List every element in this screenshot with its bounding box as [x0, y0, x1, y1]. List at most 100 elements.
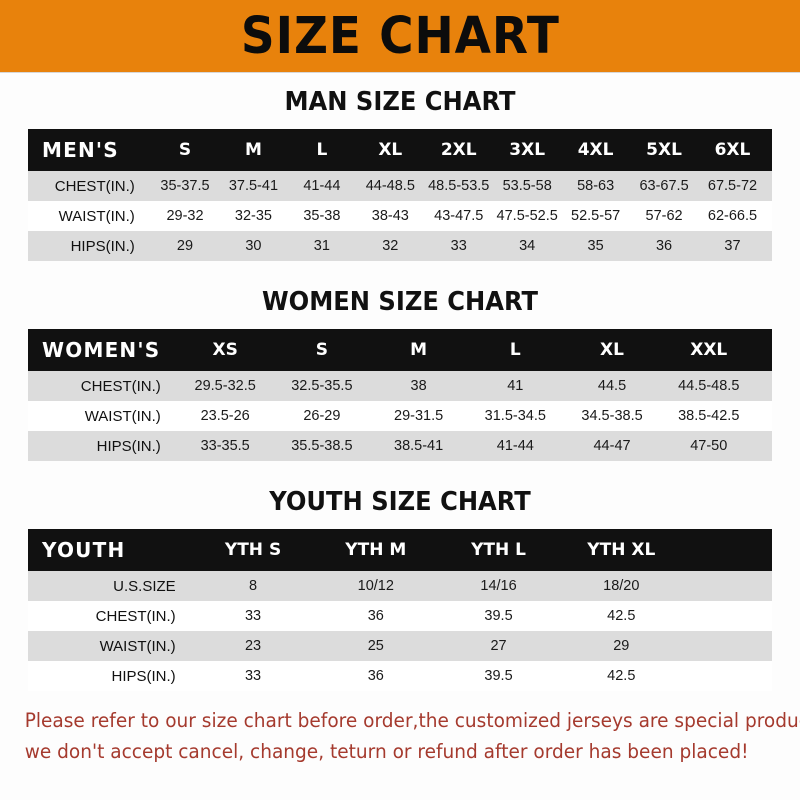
youth-section-title: YOUTH SIZE CHART	[269, 487, 531, 517]
youth-size-table: YOUTH YTH S YTH M YTH L YTH XL U.S.SIZE 8 10/12…	[28, 529, 772, 691]
men-cell-r2-c7: 52.5-57	[571, 208, 621, 224]
men-cell-r1-c2: 37.5-41	[228, 178, 279, 194]
youth-header-row: YOUTH YTH S YTH M YTH L YTH XL	[28, 529, 772, 571]
men-cell-r2-c4: 38-43	[371, 208, 409, 224]
men-cell-r3-c8: 36	[655, 238, 673, 254]
men-cell-r2-c6: 47.5-52.5	[496, 208, 558, 224]
men-size-table-wrapper: MEN'S S M L XL 2XL 3XL 4XL 5XL 6XL CHEST(IN.) 35-37…	[28, 129, 772, 261]
youth-cell-r3-c1: 23	[244, 638, 262, 654]
youth-cell-r2-c2: 36	[367, 608, 384, 624]
men-cell-r3-c9: 37	[724, 238, 741, 254]
men-header-filler	[767, 129, 772, 171]
men-cell-r1-c9: 67.5-72	[707, 178, 758, 194]
youth-cell-r4-c1: 33	[244, 668, 262, 684]
disclaimer-text: Please refer to our size chart before or…	[0, 705, 800, 767]
table-row: CHEST(IN.) 35-37.5 37.5-41 41-44 44-48.5 48.5…	[28, 171, 772, 201]
women-header-filler	[757, 329, 772, 371]
women-section-title: WOMEN SIZE CHART	[261, 287, 539, 317]
youth-cell-r1-c4: 18/20	[603, 578, 640, 594]
women-row-filler	[757, 431, 772, 461]
women-cell-r3-c6: 47-50	[690, 438, 728, 454]
men-size-header-2: M	[244, 140, 262, 160]
men-size-header-1: S	[178, 140, 192, 160]
table-row: HIPS(IN.) 33 36 39.5 42.5	[28, 661, 772, 691]
youth-cell-r1-c1: 8	[249, 578, 258, 594]
men-size-table: MEN'S S M L XL 2XL 3XL 4XL 5XL 6XL CHEST(IN.) 35-37…	[28, 129, 772, 261]
youth-corner-label: YOUTH	[42, 538, 126, 562]
youth-cell-r1-c2: 10/12	[357, 578, 394, 594]
men-cell-r2-c2: 32-35	[234, 208, 272, 224]
men-row-label-1: CHEST(IN.)	[54, 177, 135, 195]
youth-size-header-1: YTH S	[224, 540, 282, 560]
table-row: HIPS(IN.) 29 30 31 32 33 34 35 36 37	[28, 231, 772, 261]
men-cell-r1-c3: 41-44	[303, 178, 341, 194]
men-cell-r2-c5: 43-47.5	[434, 208, 484, 224]
men-cell-r2-c8: 57-62	[645, 208, 683, 224]
table-row: HIPS(IN.) 33-35.5 35.5-38.5 38.5-41 41-44 44-…	[28, 431, 772, 461]
men-cell-r1-c5: 48.5-53.5	[428, 178, 490, 194]
youth-cell-r2-c1: 33	[244, 608, 262, 624]
women-size-header-3: M	[410, 340, 428, 360]
men-cell-r2-c3: 35-38	[303, 208, 341, 224]
women-cell-r3-c5: 44-47	[593, 438, 631, 454]
page-title: SIZE CHART	[240, 6, 560, 66]
men-cell-r3-c3: 31	[313, 238, 330, 254]
men-size-header-8: 5XL	[646, 140, 682, 160]
men-cell-r3-c6: 34	[519, 238, 536, 254]
women-cell-r3-c3: 38.5-41	[394, 438, 444, 454]
men-cell-r1-c8: 63-67.5	[639, 178, 689, 194]
youth-cell-r4-c4: 42.5	[607, 668, 636, 684]
youth-row-filler	[683, 631, 772, 661]
women-size-table-wrapper: WOMEN'S XS S M L XL XXL CHEST(IN.) 29.5-32.5 32.5…	[28, 329, 772, 461]
page-banner: SIZE CHART	[0, 0, 800, 73]
women-cell-r3-c2: 35.5-38.5	[291, 438, 353, 454]
women-cell-r2-c3: 29-31.5	[394, 408, 444, 424]
women-size-header-1: XS	[212, 340, 238, 360]
men-cell-r3-c7: 35	[587, 238, 604, 254]
women-cell-r1-c6: 44.5-48.5	[678, 378, 740, 394]
men-section-title: MAN SIZE CHART	[284, 87, 516, 117]
youth-cell-r4-c3: 39.5	[484, 668, 513, 684]
women-cell-r1-c4: 41	[507, 378, 524, 394]
women-size-header-4: L	[509, 340, 521, 360]
women-row-filler	[757, 401, 772, 431]
women-corner-label: WOMEN'S	[42, 338, 161, 362]
youth-header-filler	[683, 529, 772, 571]
youth-cell-r3-c3: 27	[490, 638, 507, 654]
men-size-header-9: 6XL	[714, 140, 751, 160]
women-header-row: WOMEN'S XS S M L XL XXL	[28, 329, 772, 371]
men-cell-r1-c4: 44-48.5	[365, 178, 415, 194]
men-cell-r2-c1: 29-32	[166, 208, 204, 224]
women-cell-r2-c2: 26-29	[303, 408, 341, 424]
youth-size-header-3: YTH L	[471, 540, 526, 560]
youth-cell-r1-c3: 14/16	[480, 578, 517, 594]
men-cell-r3-c4: 32	[382, 238, 399, 254]
women-row-label-3: HIPS(IN.)	[96, 437, 161, 455]
men-cell-r1-c1: 35-37.5	[160, 178, 210, 194]
table-row: WAIST(IN.) 23.5-26 26-29 29-31.5 31.5-34.5 34…	[28, 401, 772, 431]
women-cell-r3-c1: 33-35.5	[200, 438, 250, 454]
youth-row-label-1: U.S.SIZE	[113, 577, 176, 595]
men-cell-r3-c1: 29	[176, 238, 194, 254]
men-cell-r1-c7: 58-63	[577, 178, 615, 194]
disclaimer-line-1: Please refer to our size chart before or…	[24, 709, 800, 732]
men-cell-r2-c9: 62-66.5	[707, 208, 758, 224]
men-corner-label: MEN'S	[42, 138, 119, 162]
men-size-header-6: 3XL	[509, 140, 546, 160]
youth-size-table-wrapper: YOUTH YTH S YTH M YTH L YTH XL U.S.SIZE 8 10/12…	[28, 529, 772, 691]
women-cell-r2-c4: 31.5-34.5	[484, 408, 546, 424]
men-cell-r3-c2: 30	[245, 238, 262, 254]
men-size-header-4: XL	[378, 140, 403, 160]
men-row-filler	[767, 231, 772, 261]
men-row-filler	[767, 171, 772, 201]
table-row: CHEST(IN.) 29.5-32.5 32.5-35.5 38 41 44.5 44.5…	[28, 371, 772, 401]
men-header-row: MEN'S S M L XL 2XL 3XL 4XL 5XL 6XL	[28, 129, 772, 171]
men-row-label-3: HIPS(IN.)	[70, 237, 135, 255]
youth-row-label-3: WAIST(IN.)	[99, 637, 176, 655]
youth-row-filler	[683, 571, 772, 601]
women-size-header-5: XL	[600, 340, 624, 360]
men-size-header-5: 2XL	[440, 140, 477, 160]
women-cell-r1-c1: 29.5-32.5	[194, 378, 256, 394]
women-cell-r3-c4: 41-44	[496, 438, 534, 454]
women-size-header-2: S	[315, 340, 328, 360]
